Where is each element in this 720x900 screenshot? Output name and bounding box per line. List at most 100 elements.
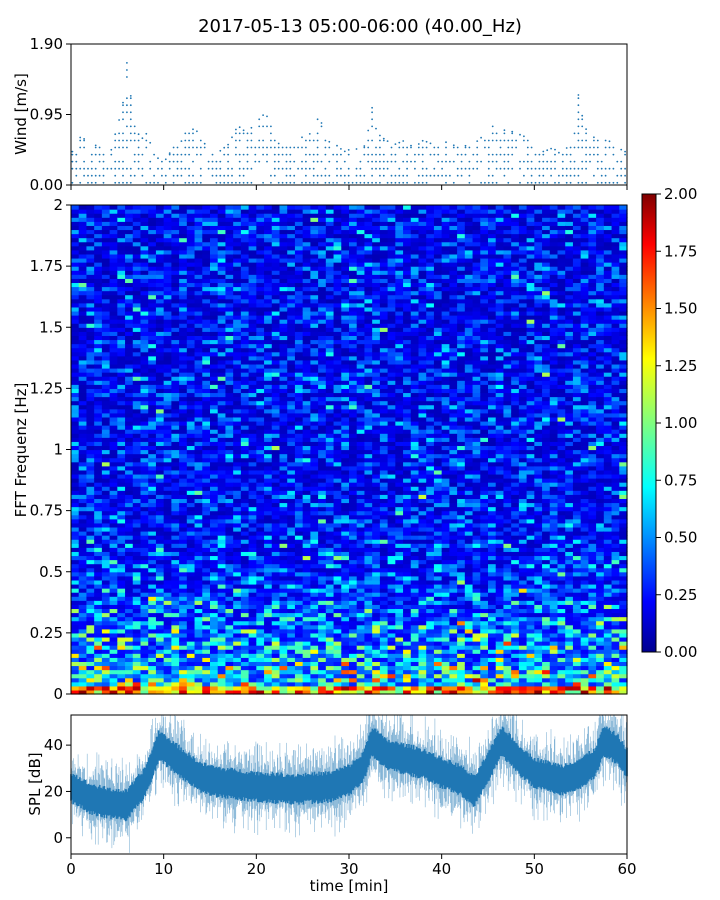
- spectrogram-cell: [78, 502, 88, 508]
- spectrogram-cell: [210, 628, 219, 634]
- wind-point: [581, 139, 584, 142]
- spectrogram-cell: [225, 392, 234, 398]
- wind-point: [616, 160, 619, 163]
- spectrogram-cell: [248, 543, 257, 548]
- spectrogram-cell: [109, 310, 118, 316]
- spectrogram-cell: [271, 392, 281, 398]
- spectrogram-cell: [248, 380, 257, 385]
- spectrogram-cell: [86, 465, 95, 471]
- spectrogram-cell: [125, 571, 134, 577]
- spectrogram-cell: [148, 645, 157, 650]
- spectrogram-cell: [109, 441, 118, 447]
- spectrogram-cell: [186, 384, 196, 389]
- spectrogram-cell: [202, 465, 211, 471]
- spectrogram-cell: [256, 237, 265, 243]
- wind-point: [340, 174, 342, 177]
- spectrogram-cell: [333, 445, 342, 451]
- spectrogram-cell: [233, 257, 242, 263]
- spectrogram-cell: [287, 420, 296, 426]
- spectrogram-cell: [186, 518, 196, 524]
- spectrogram-cell: [194, 420, 203, 426]
- wind-point: [258, 125, 261, 128]
- wind-point: [375, 167, 377, 170]
- spectrogram-cell: [318, 266, 327, 271]
- spectrogram-cell: [217, 217, 227, 222]
- spectrogram-cell: [325, 636, 335, 642]
- spectrogram-cell: [264, 669, 273, 675]
- wind-point: [410, 144, 412, 147]
- spectrogram-cell: [256, 649, 265, 654]
- spectrogram-cell: [217, 257, 227, 263]
- spectrogram-cell: [179, 567, 188, 573]
- spectrogram-cell: [117, 257, 126, 263]
- spectrogram-cell: [225, 559, 234, 565]
- spectrogram-cell: [186, 555, 196, 561]
- spectrogram-cell: [140, 441, 149, 447]
- wind-point: [596, 181, 599, 184]
- spectrogram-cell: [101, 563, 111, 569]
- spectrogram-cell: [78, 392, 88, 398]
- spectrogram-cell: [271, 543, 281, 548]
- spectrogram-cell: [294, 632, 304, 638]
- spectrogram-cell: [132, 490, 142, 495]
- spectrogram-cell: [264, 376, 273, 381]
- spectrogram-cell: [94, 282, 103, 288]
- wind-point: [242, 167, 245, 170]
- wind-point: [581, 114, 584, 117]
- spectrogram-cell: [240, 372, 250, 377]
- spectrogram-cell: [271, 592, 281, 597]
- spectrogram-cell: [132, 494, 142, 499]
- wind-point: [472, 167, 475, 170]
- spectrogram-cell: [71, 400, 80, 406]
- spectrogram-cell: [217, 559, 227, 565]
- spectrogram-cell: [240, 457, 250, 463]
- spectrogram-cell: [264, 249, 273, 255]
- spectrogram-cell: [148, 213, 157, 218]
- spectrogram-cell: [78, 388, 88, 394]
- spectrogram-cell: [240, 229, 250, 235]
- spectrogram-cell: [78, 221, 88, 226]
- spectrogram-cell: [140, 673, 149, 679]
- spectrogram-cell: [318, 588, 327, 593]
- wind-point: [375, 153, 377, 156]
- spectrogram-cell: [318, 233, 327, 239]
- wind-point: [495, 160, 498, 163]
- spectrogram-cell: [210, 249, 219, 255]
- spectrogram-cell: [225, 604, 234, 610]
- spectrogram-cell: [325, 302, 335, 308]
- spectrogram-cell: [132, 567, 142, 573]
- spectrogram-cell: [333, 494, 342, 499]
- spectrogram-cell: [155, 376, 165, 381]
- spectrogram-cell: [117, 416, 126, 422]
- spectrogram-cell: [101, 412, 111, 418]
- spectrogram-cell: [171, 213, 180, 218]
- spectrogram-cell: [109, 518, 118, 524]
- spectrogram-cell: [163, 315, 172, 320]
- wind-point: [207, 167, 210, 170]
- spectrogram-cell: [194, 306, 203, 312]
- spectrogram-cell: [202, 445, 211, 451]
- spectrogram-cell: [302, 588, 311, 593]
- spectrogram-cell: [240, 677, 250, 683]
- spectrogram-cell: [132, 396, 142, 402]
- spectrogram-cell: [101, 331, 111, 336]
- spectrogram-cell: [217, 490, 227, 495]
- spectrogram-cell: [140, 298, 149, 304]
- wind-point: [546, 160, 549, 163]
- spectrogram-cell: [279, 302, 288, 308]
- spectrogram-cell: [86, 205, 95, 210]
- wind-point: [188, 181, 191, 184]
- spectrogram-cell: [217, 567, 227, 573]
- spectrogram-cell: [101, 221, 111, 226]
- spectrogram-cell: [194, 612, 203, 618]
- wind-point: [184, 132, 187, 135]
- spectrogram-cell: [318, 245, 327, 251]
- wind-point: [596, 167, 599, 170]
- spectrogram-cell: [186, 551, 196, 557]
- spectrogram-cell: [302, 620, 311, 626]
- spectrogram-cell: [333, 416, 342, 422]
- wind-point: [487, 153, 490, 156]
- wind-point: [188, 167, 191, 170]
- spectrogram-cell: [318, 335, 327, 341]
- spectrogram-cell: [94, 531, 103, 536]
